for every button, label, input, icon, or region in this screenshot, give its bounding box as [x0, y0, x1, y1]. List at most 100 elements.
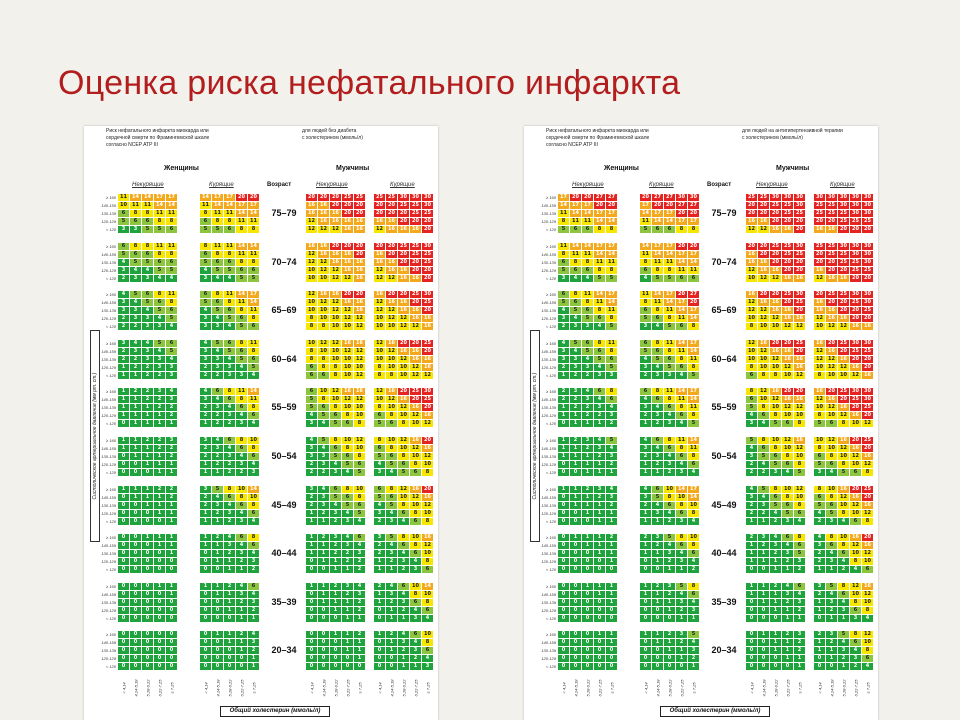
risk-cell: 20 [640, 194, 651, 201]
risk-cell: 8 [794, 534, 805, 542]
risk-cell: 5 [558, 266, 569, 274]
risk-cell: 14 [248, 242, 259, 250]
risk-cell: 30 [862, 250, 873, 258]
risk-cell: 3 [118, 266, 129, 274]
risk-cell: 25 [410, 210, 421, 217]
risk-cell: 2 [676, 639, 687, 647]
risk-cell: 8 [410, 461, 421, 468]
cholesterol-column-text: 5,18-6,22 [145, 679, 150, 697]
risk-cell: 8 [342, 485, 353, 493]
risk-cell: 10 [398, 445, 409, 452]
risk-cell: 12 [758, 307, 769, 315]
risk-cell: 2 [782, 598, 793, 606]
cholesterol-column-label: 5,18-6,22 [770, 676, 781, 700]
risk-cell: 12 [306, 291, 317, 299]
risk-cell: 16 [850, 363, 861, 371]
risk-cell: 3 [640, 363, 651, 371]
risk-cell: 3 [676, 517, 687, 525]
risk-cell: 10 [758, 355, 769, 363]
risk-cell: 1 [374, 558, 385, 566]
risk-cell: 8 [248, 226, 259, 233]
risk-cell: 2 [142, 437, 153, 444]
risk-cell: 6 [582, 226, 593, 233]
risk-cell: 16 [838, 404, 849, 412]
risk-cell: 16 [342, 388, 353, 396]
risk-cell: 0 [142, 647, 153, 655]
risk-cell: 16 [838, 485, 849, 493]
sbp-row-label: ≥ 160 [106, 632, 116, 638]
age-group-label: 55–59 [271, 402, 297, 413]
risk-cell: 12 [826, 323, 837, 331]
risk-cell: 16 [374, 218, 385, 225]
risk-cell: 12 [746, 226, 757, 233]
risk-cell: 20 [850, 437, 861, 444]
risk-cell: 6 [318, 404, 329, 412]
risk-cell: 0 [606, 663, 617, 671]
risk-cell: 1 [212, 550, 223, 558]
risk-cell: 4 [746, 445, 757, 452]
risk-cell: 4 [236, 412, 247, 420]
risk-cell: 1 [130, 453, 141, 460]
risk-cell: 4 [770, 534, 781, 542]
risk-cell: 2 [794, 566, 805, 574]
risk-cell: 1 [570, 501, 581, 509]
risk-cell: 16 [306, 210, 317, 217]
risk-cell: 14 [422, 582, 433, 590]
risk-cell: 3 [398, 558, 409, 566]
risk-cell: 16 [398, 396, 409, 404]
risk-cell: 1 [212, 469, 223, 476]
risk-cell: 8 [330, 437, 341, 444]
risk-cell: 4 [212, 493, 223, 501]
risk-cell: 20 [594, 202, 605, 209]
risk-cell: 12 [422, 542, 433, 550]
risk-cell: 10 [318, 347, 329, 355]
risk-cell: 6 [306, 371, 317, 379]
cholesterol-column-label: ≥ 7,25 [166, 676, 177, 700]
risk-cell: 4 [570, 274, 581, 282]
risk-cell: 5 [664, 323, 675, 331]
risk-cell: 3 [794, 558, 805, 566]
risk-cell: 20 [826, 258, 837, 266]
risk-cell: 0 [200, 631, 211, 639]
risk-cell: 1 [118, 371, 129, 379]
risk-cell: 3 [386, 550, 397, 558]
risk-cell: 0 [558, 639, 569, 647]
risk-cell: 0 [200, 614, 211, 622]
age-group-label: 50–54 [271, 451, 297, 461]
risk-cell: 0 [570, 639, 581, 647]
risk-cell: 6 [652, 347, 663, 355]
risk-cell: 4 [606, 404, 617, 412]
risk-cell: 3 [330, 509, 341, 517]
sbp-row-label: 140-159 [101, 203, 116, 208]
risk-cell: 10 [782, 371, 793, 379]
risk-cell: 17 [582, 202, 593, 209]
risk-cell: 16 [782, 396, 793, 404]
sbp-row-label: 140-159 [101, 543, 116, 549]
risk-cell: 14 [142, 194, 153, 201]
risk-cell: 0 [330, 639, 341, 647]
risk-cell: 0 [154, 517, 165, 525]
sbp-row-label: 140-159 [101, 591, 116, 597]
risk-cell: 0 [166, 614, 177, 622]
risk-cell: 6 [640, 339, 651, 347]
risk-cell: 0 [640, 639, 651, 647]
risk-cell: 0 [606, 566, 617, 574]
risk-cell: 11 [676, 396, 687, 404]
risk-cell: 5 [118, 218, 129, 225]
risk-cell: 5 [248, 274, 259, 282]
risk-cell: 1 [826, 614, 837, 622]
risk-cell: 25 [782, 210, 793, 217]
risk-cell: 0 [570, 614, 581, 622]
risk-cell: 4 [200, 388, 211, 396]
risk-cell: 12 [838, 493, 849, 501]
risk-cell: 4 [558, 339, 569, 347]
men-group-label: Мужчины [776, 165, 810, 172]
risk-cell: 12 [398, 437, 409, 444]
risk-cell: 8 [212, 250, 223, 258]
risk-cell: 0 [224, 655, 235, 663]
risk-cell: 0 [606, 606, 617, 614]
risk-cell: 17 [224, 194, 235, 201]
risk-cell: 0 [758, 566, 769, 574]
risk-cell: 16 [422, 493, 433, 501]
risk-cell: 16 [342, 218, 353, 225]
